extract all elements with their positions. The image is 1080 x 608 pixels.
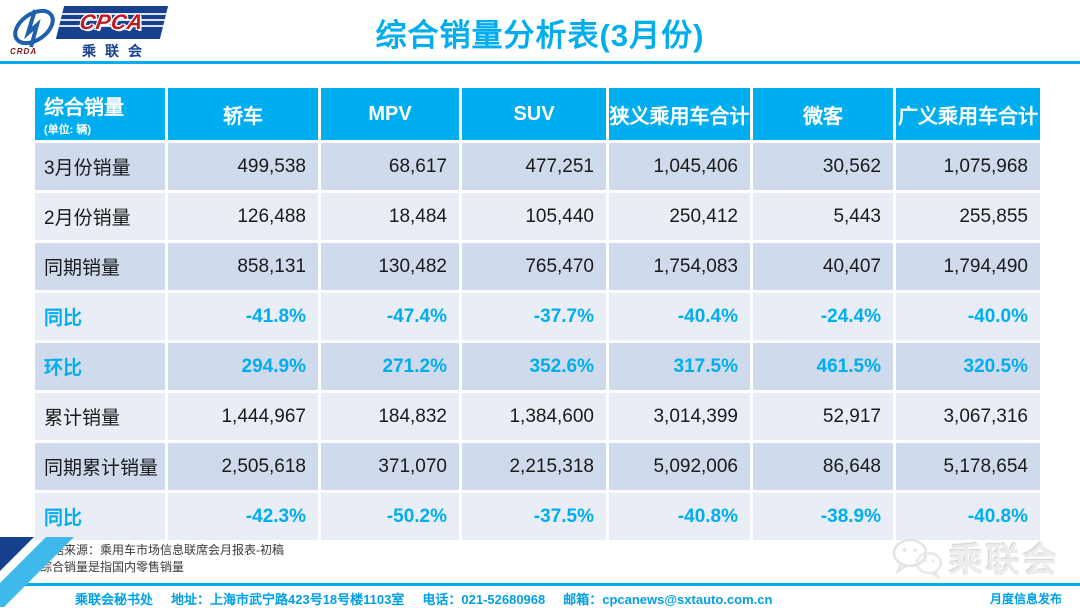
cell-value: 126,488: [168, 193, 318, 240]
cell-value: 461.5%: [753, 343, 893, 390]
cell-value: -38.9%: [753, 493, 893, 540]
cell-value: 858,131: [168, 243, 318, 290]
row-label: 累计销量: [35, 393, 165, 440]
cell-value: 1,045,406: [609, 143, 750, 190]
cell-value: 499,538: [168, 143, 318, 190]
cell-value: 255,855: [896, 193, 1040, 240]
cell-value: 18,484: [321, 193, 459, 240]
cell-value: 105,440: [462, 193, 606, 240]
footer-divider: [0, 583, 1080, 586]
source-note-line: 综合销量是指国内零售销量: [40, 560, 185, 574]
cpca-chinese-name: 乘联会: [82, 43, 151, 59]
page-title: 综合销量分析表(3月份): [375, 18, 705, 53]
cell-value: 317.5%: [609, 343, 750, 390]
cell-value: 765,470: [462, 243, 606, 290]
cell-value: -42.3%: [168, 493, 318, 540]
col-header-narrow-pv: 狭义乘用车合计: [609, 88, 750, 140]
table-unit: (单位: 辆): [44, 124, 92, 136]
cell-value: 40,407: [753, 243, 893, 290]
row-label: 环比: [35, 343, 165, 390]
cell-value: 320.5%: [896, 343, 1040, 390]
cell-value: 477,251: [462, 143, 606, 190]
table-row: 同比 -41.8% -47.4% -37.7% -40.4% -24.4% -4…: [35, 293, 1040, 340]
table-header-corner: 综合销量 (单位: 辆): [35, 88, 165, 140]
cell-value: -47.4%: [321, 293, 459, 340]
cell-value: 3,067,316: [896, 393, 1040, 440]
header-bar: CRDA CPCA 乘联会 综合销量分析表(3月份): [0, 0, 1080, 62]
table-row: 同比 -42.3% -50.2% -37.5% -40.8% -38.9% -4…: [35, 493, 1040, 540]
source-note-line: 数据来源：乘用车市场信息联席会月报表-初稿: [40, 543, 284, 557]
footer-org: 乘联会秘书处: [75, 592, 154, 607]
row-label: 2月份销量: [35, 193, 165, 240]
wechat-icon: [892, 538, 943, 579]
cell-value: 250,412: [609, 193, 750, 240]
wechat-watermark: 乘联会: [891, 533, 1060, 582]
col-header-mpv: MPV: [321, 88, 459, 140]
cell-value: -40.0%: [896, 293, 1040, 340]
cell-value: 5,443: [753, 193, 893, 240]
cpca-logo: CRDA CPCA 乘联会: [10, 6, 169, 60]
cell-value: -40.8%: [896, 493, 1040, 540]
cell-value: 3,014,399: [609, 393, 750, 440]
cell-value: 2,505,618: [168, 443, 318, 490]
cell-value: 68,617: [321, 143, 459, 190]
watermark-text: 乘联会: [949, 542, 1060, 580]
cell-value: 1,754,083: [609, 243, 750, 290]
cell-value: -40.8%: [609, 493, 750, 540]
source-notes: 数据来源：乘用车市场信息联席会月报表-初稿 综合销量是指国内零售销量: [40, 542, 284, 576]
row-label: 同比: [35, 293, 165, 340]
row-label: 同比: [35, 493, 165, 540]
cell-value: 371,070: [321, 443, 459, 490]
cell-value: -40.4%: [609, 293, 750, 340]
col-header-minivan: 微客: [753, 88, 893, 140]
cell-value: 184,832: [321, 393, 459, 440]
footer-email: 邮箱：cpcanews@sxtauto.com.cn: [563, 592, 773, 607]
table-row: 3月份销量 499,538 68,617 477,251 1,045,406 3…: [35, 143, 1040, 190]
cell-value: 2,215,318: [462, 443, 606, 490]
row-label: 3月份销量: [35, 143, 165, 190]
table-row: 累计销量 1,444,967 184,832 1,384,600 3,014,3…: [35, 393, 1040, 440]
cell-value: 1,794,490: [896, 243, 1040, 290]
row-label: 同期销量: [35, 243, 165, 290]
table-row: 同期累计销量 2,505,618 371,070 2,215,318 5,092…: [35, 443, 1040, 490]
cell-value: -24.4%: [753, 293, 893, 340]
cell-value: 130,482: [321, 243, 459, 290]
cell-value: -37.7%: [462, 293, 606, 340]
cell-value: -50.2%: [321, 493, 459, 540]
table-row: 2月份销量 126,488 18,484 105,440 250,412 5,4…: [35, 193, 1040, 240]
crda-label: CRDA: [10, 47, 38, 56]
col-header-broad-pv: 广义乘用车合计: [896, 88, 1040, 140]
col-header-suv: SUV: [462, 88, 606, 140]
sales-table: 综合销量 (单位: 辆) 轿车 MPV SUV 狭义乘用车合计 微客 广义乘用车…: [35, 88, 1040, 540]
cell-value: 271.2%: [321, 343, 459, 390]
footer-phone: 电话：021-52680968: [422, 592, 546, 607]
header-divider: [0, 61, 1080, 64]
footer-address: 地址：上海市武宁路423号18号楼1103室: [171, 592, 405, 607]
cell-value: 30,562: [753, 143, 893, 190]
cell-value: 52,917: [753, 393, 893, 440]
cell-value: 86,648: [753, 443, 893, 490]
cell-value: 294.9%: [168, 343, 318, 390]
cell-value: 5,178,654: [896, 443, 1040, 490]
cell-value: -37.5%: [462, 493, 606, 540]
footer-contact-bar: 乘联会秘书处 地址：上海市武宁路423号18号楼1103室 电话：021-526…: [75, 589, 772, 608]
cell-value: 1,444,967: [168, 393, 318, 440]
cell-value: 1,075,968: [896, 143, 1040, 190]
cell-value: 5,092,006: [609, 443, 750, 490]
table-row: 同期销量 858,131 130,482 765,470 1,754,083 4…: [35, 243, 1040, 290]
corner-ribbon-decoration: [0, 537, 74, 607]
cell-value: 1,384,600: [462, 393, 606, 440]
table-header-row: 综合销量 (单位: 辆) 轿车 MPV SUV 狭义乘用车合计 微客 广义乘用车…: [35, 88, 1040, 140]
cell-value: -41.8%: [168, 293, 318, 340]
row-label: 同期累计销量: [35, 443, 165, 490]
table-title: 综合销量: [44, 97, 124, 119]
col-header-sedan: 轿车: [168, 88, 318, 140]
table-row: 环比 294.9% 271.2% 352.6% 317.5% 461.5% 32…: [35, 343, 1040, 390]
cpca-emblem-icon: CRDA: [10, 6, 58, 58]
cell-value: 352.6%: [462, 343, 606, 390]
footer-release-label: 月度信息发布: [989, 592, 1062, 606]
